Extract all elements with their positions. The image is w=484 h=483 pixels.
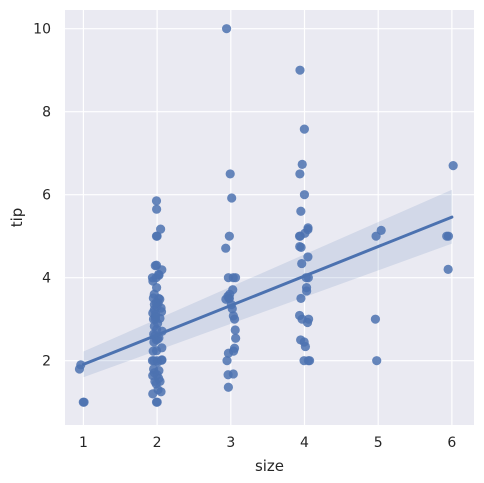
data-point bbox=[229, 343, 240, 353]
y-tick-label: 10 bbox=[33, 22, 51, 38]
data-point bbox=[157, 343, 167, 353]
data-point bbox=[448, 161, 458, 171]
confidence-band-layer bbox=[83, 189, 452, 378]
data-point bbox=[303, 314, 314, 324]
data-point bbox=[228, 285, 238, 295]
x-tick-label: 3 bbox=[226, 435, 235, 451]
data-point bbox=[297, 159, 307, 169]
data-point bbox=[370, 314, 381, 324]
data-point bbox=[231, 333, 241, 343]
tick-labels: 1 2 3 4 5 6 2 4 6 8 10 bbox=[33, 22, 456, 451]
data-point bbox=[221, 243, 231, 253]
data-point bbox=[230, 325, 240, 335]
data-point bbox=[228, 311, 238, 321]
data-point bbox=[151, 260, 162, 270]
x-tick-label: 4 bbox=[300, 435, 309, 451]
data-point bbox=[295, 241, 305, 252]
data-point bbox=[148, 364, 159, 374]
data-point bbox=[221, 24, 232, 34]
data-point bbox=[224, 231, 234, 241]
data-point bbox=[294, 310, 305, 321]
data-point bbox=[442, 231, 452, 241]
data-point bbox=[295, 65, 305, 75]
data-point bbox=[301, 283, 312, 293]
data-point bbox=[303, 356, 313, 366]
data-point bbox=[152, 204, 162, 214]
data-point bbox=[227, 193, 237, 203]
data-point bbox=[157, 355, 167, 365]
data-point bbox=[152, 397, 162, 407]
data-point bbox=[79, 397, 89, 407]
data-point bbox=[295, 169, 305, 179]
data-point bbox=[151, 231, 162, 241]
data-point bbox=[372, 356, 382, 366]
regression-line bbox=[81, 215, 454, 366]
data-point bbox=[296, 206, 306, 216]
data-point bbox=[303, 223, 313, 233]
data-point bbox=[230, 273, 241, 283]
data-point bbox=[299, 190, 310, 200]
data-point bbox=[296, 293, 306, 304]
data-point bbox=[303, 252, 313, 262]
data-point bbox=[299, 124, 309, 134]
plot-background bbox=[65, 10, 474, 425]
data-point bbox=[297, 258, 307, 269]
data-point bbox=[147, 356, 158, 366]
y-tick-label: 6 bbox=[42, 188, 51, 204]
y-axis-label: tip bbox=[8, 208, 26, 228]
x-tick-label: 2 bbox=[153, 435, 162, 451]
data-point bbox=[443, 264, 453, 274]
x-tick-label: 5 bbox=[374, 435, 383, 451]
x-tick-label: 6 bbox=[447, 435, 456, 451]
y-tick-label: 2 bbox=[42, 354, 51, 370]
data-point bbox=[156, 224, 166, 234]
data-point bbox=[225, 169, 235, 179]
data-point bbox=[228, 369, 238, 379]
x-tick-label: 1 bbox=[79, 435, 88, 451]
x-axis-label: size bbox=[255, 457, 284, 475]
y-tick-label: 4 bbox=[42, 271, 51, 287]
data-point bbox=[223, 382, 233, 392]
grid-lines bbox=[65, 10, 474, 425]
y-tick-label: 8 bbox=[42, 105, 51, 121]
data-point bbox=[222, 356, 232, 366]
data-point bbox=[76, 360, 86, 370]
regression-line-layer bbox=[81, 215, 454, 366]
data-point bbox=[151, 196, 162, 206]
confidence-band bbox=[83, 189, 452, 378]
data-point bbox=[223, 273, 234, 283]
data-point bbox=[296, 335, 306, 345]
data-point bbox=[376, 225, 386, 235]
